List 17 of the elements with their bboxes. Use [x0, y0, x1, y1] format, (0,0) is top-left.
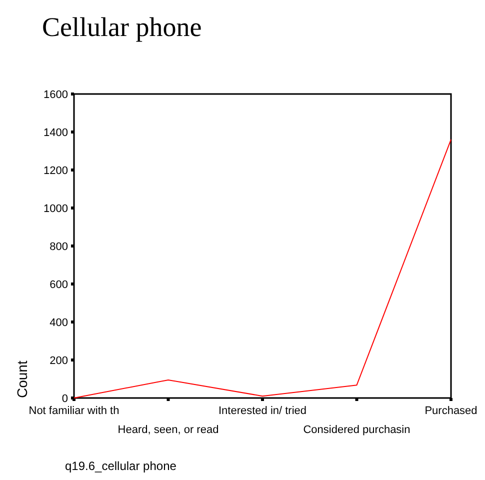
y-axis-title: Count — [14, 360, 30, 398]
x-tick-label: Considered purchasin — [303, 424, 410, 436]
y-tick-label: 1000 — [44, 202, 68, 215]
y-tick-label: 400 — [50, 316, 68, 329]
y-tick-label: 0 — [62, 392, 68, 405]
y-tick-label: 600 — [50, 278, 68, 291]
y-tick-label: 800 — [50, 240, 68, 253]
x-tick-label: Not familiar with th — [28, 405, 120, 417]
x-tick-label: Purchased — [424, 405, 478, 417]
y-tick-label: 1600 — [44, 88, 68, 101]
chart-title: Cellular phone — [42, 12, 202, 42]
y-tick-label: 1200 — [44, 164, 68, 177]
x-tick-label: Heard, seen, or read — [118, 424, 219, 436]
y-tick-label: 200 — [50, 354, 68, 367]
x-tick-label: Interested in/ tried — [218, 405, 307, 417]
y-tick-label: 1400 — [44, 126, 68, 139]
x-axis-title: q19.6_cellular phone — [65, 459, 177, 473]
